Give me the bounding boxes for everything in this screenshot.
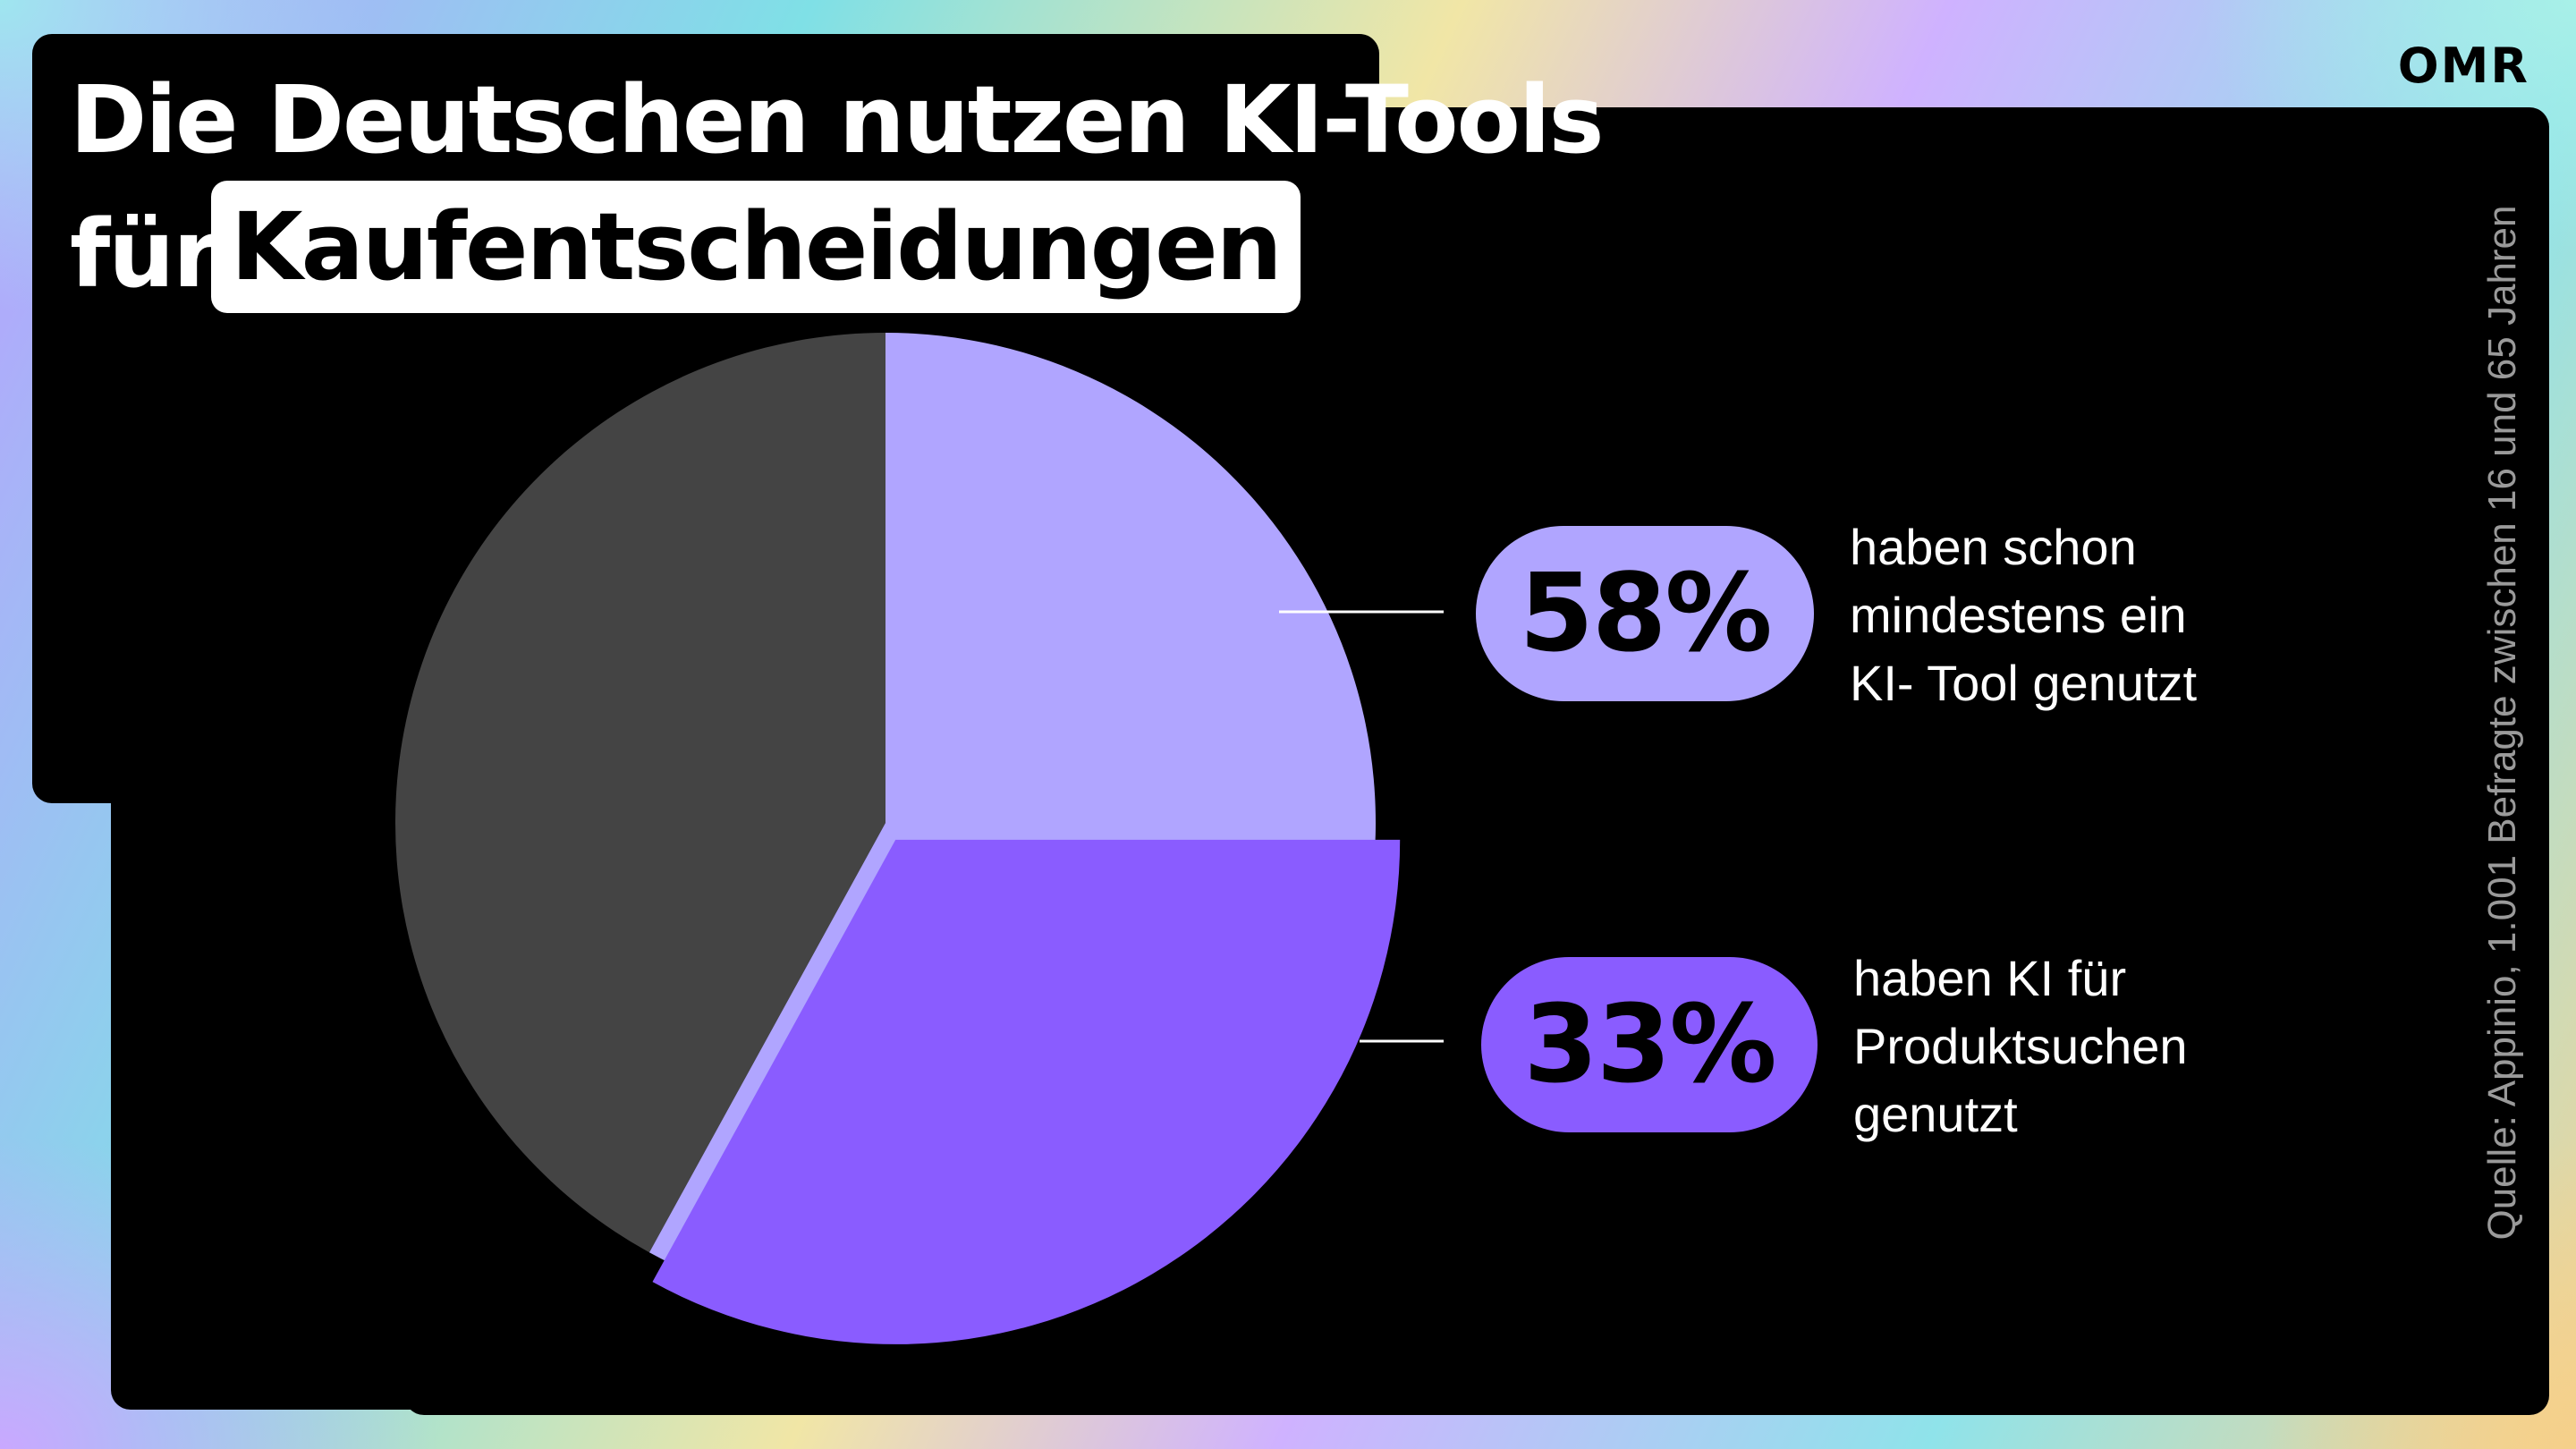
description-33-line-2: Produktsuchen [1853,1018,2188,1074]
title-line-1: Die Deutschen nutzen KI-Tools [70,65,1605,174]
source-note: Quelle: Appinio, 1.001 Befragte zwischen… [2480,205,2524,1241]
omr-logo: OMR [2397,38,2529,94]
description-33: haben KI für Produktsuchen genutzt [1853,945,2188,1148]
value-pill-33: 33% [1481,957,1818,1132]
description-33-line-1: haben KI für [1853,950,2127,1006]
pie-slice-remainder [394,333,886,1253]
description-33-line-3: genutzt [1853,1086,2018,1142]
description-58-line-1: haben schon [1850,519,2137,575]
value-pill-58: 58% [1476,526,1814,701]
pie-slice-33 [652,839,1401,1344]
description-58: haben schon mindestens ein KI- Tool genu… [1850,513,2197,717]
description-58-line-3: KI- Tool genutzt [1850,655,2198,711]
title-line-2-prefix: für [70,199,219,309]
description-58-line-2: mindestens ein [1850,587,2187,643]
title-highlight: Kaufentscheidungen [211,181,1301,313]
